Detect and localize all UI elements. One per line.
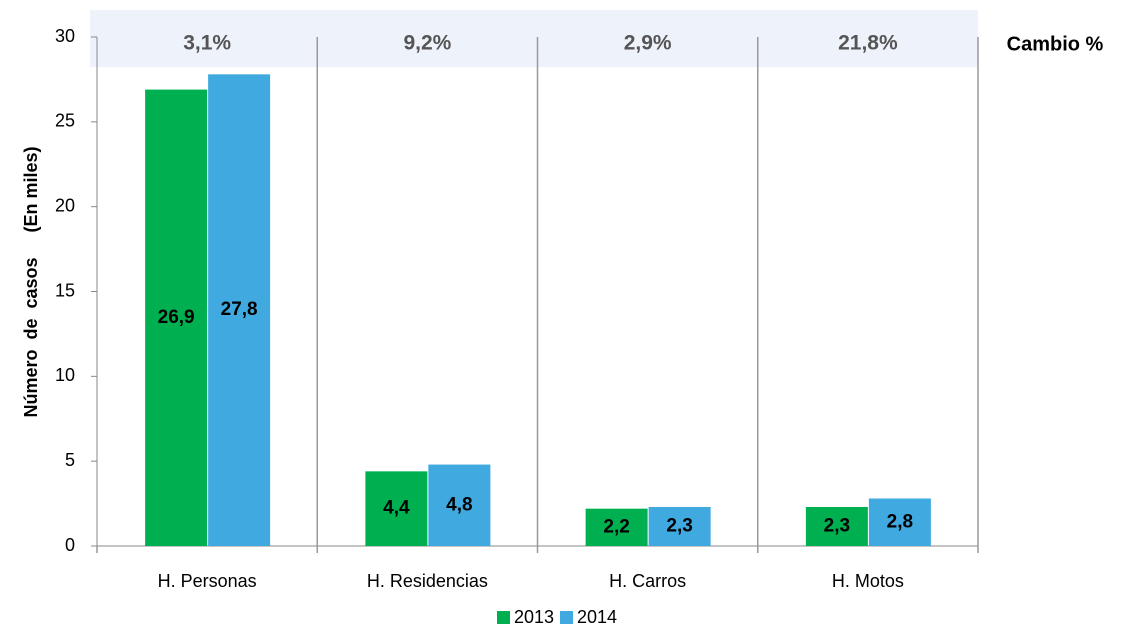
change-band [90, 10, 978, 67]
bar [585, 508, 648, 546]
legend-swatch [497, 611, 510, 624]
y-tick-label: 30 [55, 26, 75, 46]
legend-label: 2013 [514, 607, 554, 627]
bar [365, 471, 428, 546]
change-label: 9,2% [403, 32, 451, 55]
y-tick-label: 5 [65, 450, 75, 470]
bar [428, 464, 491, 546]
value-label: 2,3 [824, 516, 850, 537]
x-tick-label: H. Personas [158, 571, 257, 591]
value-label: 26,9 [158, 307, 195, 328]
bar [868, 498, 931, 546]
y-tick-label: 0 [65, 535, 75, 555]
x-tick-label: H. Carros [609, 571, 686, 591]
change-label: 3,1% [183, 32, 231, 55]
value-label: 2,8 [887, 511, 913, 532]
legend-swatch [560, 611, 573, 624]
x-tick-label: H. Residencias [367, 571, 488, 591]
bar [145, 89, 208, 546]
y-tick-label: 10 [55, 365, 75, 385]
change-label: 2,9% [624, 32, 672, 55]
value-label: 2,3 [666, 516, 692, 537]
y-tick-label: 20 [55, 195, 75, 215]
value-label: 4,8 [446, 494, 472, 515]
value-label: 2,2 [603, 516, 629, 537]
change-label: 21,8% [838, 32, 898, 55]
bar [648, 506, 711, 546]
bar [805, 506, 868, 546]
legend-label: 2014 [577, 607, 617, 627]
y-tick-label: 15 [55, 280, 75, 300]
value-label: 27,8 [221, 299, 258, 320]
y-axis-label: Número de casos (En miles) [21, 146, 41, 417]
x-tick-label: H. Motos [832, 571, 904, 591]
change-title: Cambio % [1007, 33, 1104, 55]
y-tick-label: 25 [55, 111, 75, 131]
bar [208, 74, 271, 547]
value-label: 4,4 [383, 498, 410, 519]
